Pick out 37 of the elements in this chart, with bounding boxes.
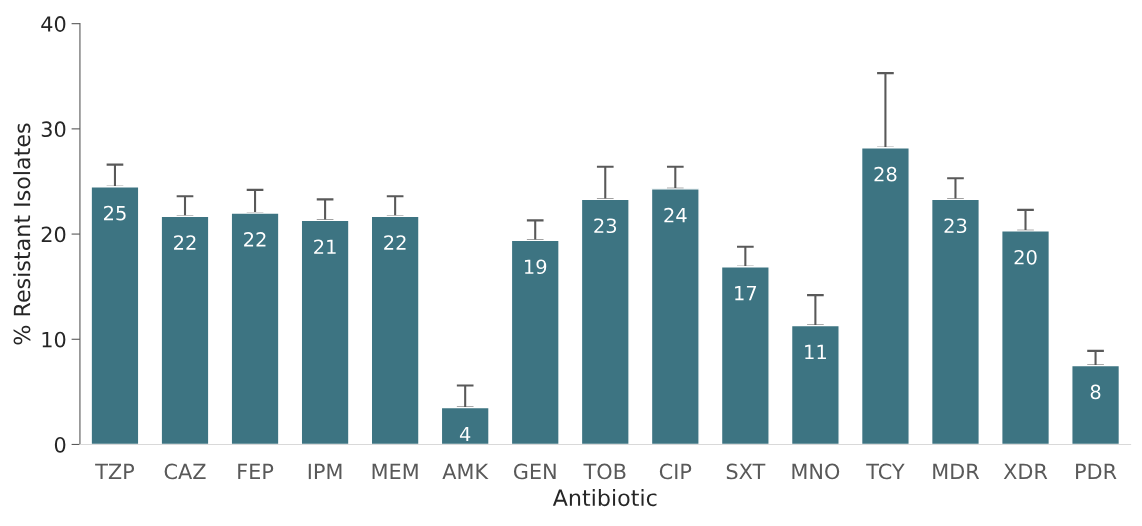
y-tick-label: 0: [54, 436, 66, 453]
data-label: 21: [314, 239, 336, 254]
data-label: 17: [735, 285, 757, 301]
data-label: 11: [805, 344, 826, 360]
x-tick-label: CIP: [659, 463, 692, 480]
x-tick-label: TOB: [583, 463, 626, 480]
data-label: 25: [104, 205, 126, 221]
data-label: 22: [174, 235, 196, 250]
x-tick-label: TCY: [866, 463, 905, 480]
x-tick-label: MNO: [792, 463, 840, 480]
y-tick-label: 10: [42, 331, 66, 348]
x-axis-title: Antibiotic: [552, 488, 657, 507]
data-label: 22: [244, 232, 266, 247]
y-tick-label: 20: [41, 226, 66, 243]
data-label: 23: [594, 218, 617, 234]
x-tick-label: TZP: [95, 463, 135, 480]
data-label: 4: [459, 426, 471, 442]
y-tick-label: 40: [41, 16, 66, 32]
data-label: 23: [944, 218, 967, 234]
y-tick-label: 30: [41, 121, 66, 138]
data-label: 24: [664, 207, 687, 223]
x-tick-label: GEN: [513, 463, 556, 480]
x-tick-label: FEP: [238, 463, 274, 480]
x-tick-label: IPM: [308, 463, 342, 480]
data-label: 28: [874, 166, 897, 182]
x-tick-label: AMK: [442, 463, 489, 480]
x-tick-label: MEM: [372, 463, 418, 480]
x-tick-label: XDR: [1003, 463, 1048, 480]
data-label: 20: [1014, 249, 1037, 265]
y-axis-title: % Resistant Isolates: [13, 123, 31, 345]
x-tick-label: PDR: [1076, 463, 1117, 480]
x-tick-label: MDR: [933, 463, 980, 480]
x-tick-label: SXT: [726, 463, 766, 480]
data-label: 22: [384, 235, 406, 250]
data-label: 19: [524, 259, 547, 275]
data-label: 8: [1090, 384, 1101, 400]
x-tick-label: CAZ: [164, 463, 206, 480]
